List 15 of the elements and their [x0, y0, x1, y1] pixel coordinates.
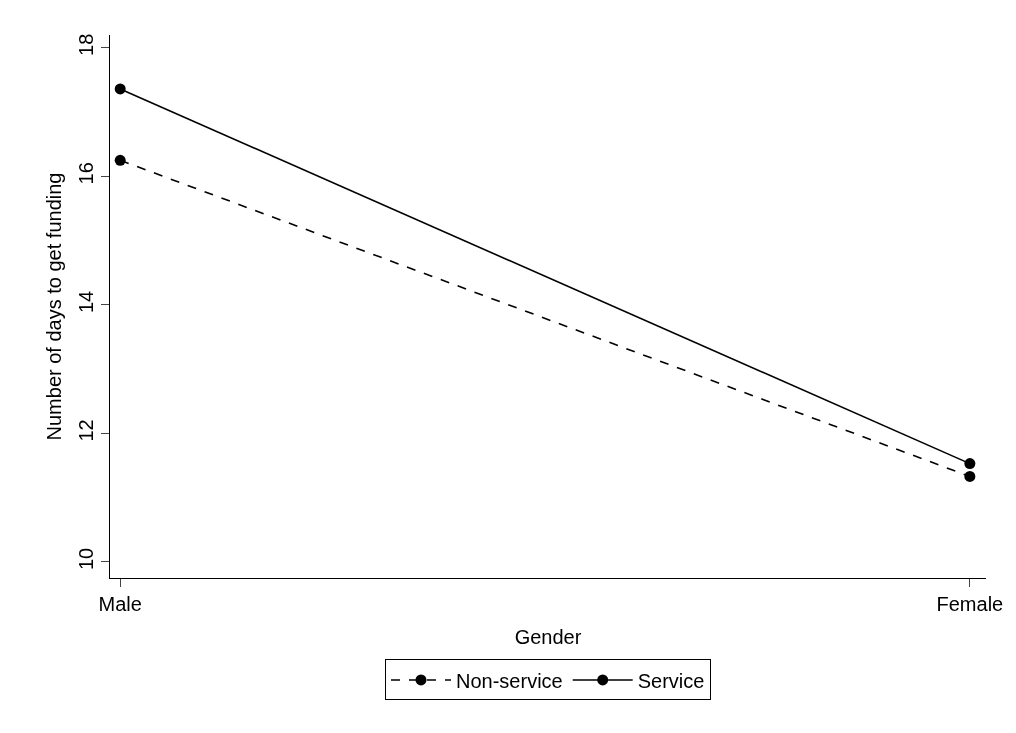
legend-label: Service — [637, 669, 705, 692]
y-tick-label: 12 — [75, 419, 97, 442]
y-tick-label: 14 — [75, 290, 97, 314]
point — [114, 83, 126, 95]
x-tick-label: Male — [98, 593, 142, 615]
legend-label: Non-service — [456, 669, 563, 692]
point — [964, 470, 976, 482]
point — [114, 154, 126, 166]
x-axis-title: Gender — [514, 625, 582, 648]
point — [964, 458, 976, 470]
y-tick-label: 10 — [75, 547, 97, 571]
y-tick-label: 16 — [75, 162, 97, 185]
y-axis-title: Number of days to get funding — [42, 172, 65, 441]
y-tick-label: 18 — [75, 33, 97, 56]
x-tick-label: Female — [936, 593, 1004, 615]
